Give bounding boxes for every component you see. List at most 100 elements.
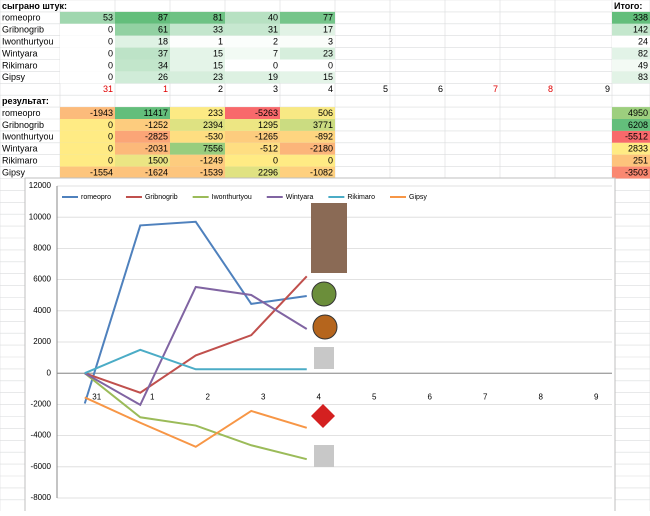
cell-value: -892	[315, 132, 333, 142]
cell-fill	[60, 47, 115, 60]
x-tick-label: 8	[539, 392, 544, 401]
series-line	[84, 275, 308, 394]
cell-value: -1265	[255, 132, 278, 142]
y-tick-label: 6000	[33, 275, 51, 284]
x-tick-label: 31	[92, 392, 101, 401]
y-tick-label: -2000	[31, 400, 52, 409]
cell-value: 0	[108, 156, 113, 166]
cell-value: 0	[328, 156, 333, 166]
cell-fill	[60, 59, 115, 72]
y-tick-label: 12000	[29, 181, 52, 190]
row-name: Rikimaro	[2, 156, 38, 166]
cell-value: 0	[273, 156, 278, 166]
cell-fill	[612, 11, 650, 24]
cell-value: 31	[268, 25, 278, 35]
cell-value: 18	[158, 37, 168, 47]
cell-fill	[170, 166, 225, 179]
cell-value: -5263	[255, 108, 278, 118]
day-label: 7	[493, 84, 498, 94]
total-value: 83	[638, 72, 648, 82]
day-label: 9	[605, 84, 610, 94]
series-line	[84, 285, 308, 407]
cell-value: 53	[103, 13, 113, 23]
total-value: 142	[633, 25, 648, 35]
avatar-round	[312, 314, 338, 340]
cell-fill	[280, 71, 335, 84]
row-name: Gipsy	[2, 72, 26, 82]
cell-value: 506	[318, 108, 333, 118]
cell-fill	[115, 47, 170, 60]
cell-value: 1500	[148, 156, 168, 166]
total-value: 4950	[628, 108, 648, 118]
legend-label: romeopro	[81, 194, 111, 201]
cell-fill	[225, 142, 280, 155]
cell-fill	[170, 142, 225, 155]
y-tick-label: 4000	[33, 306, 51, 315]
cell-value: 0	[108, 132, 113, 142]
cell-value: 233	[208, 108, 223, 118]
cell-fill	[612, 47, 650, 60]
cell-value: 23	[213, 72, 223, 82]
cell-value: 34	[158, 60, 168, 70]
cell-fill	[225, 59, 280, 72]
cell-value: 0	[108, 144, 113, 154]
cell-fill	[612, 59, 650, 72]
cell-fill	[60, 11, 115, 24]
cell-fill	[170, 11, 225, 24]
cell-value: -1252	[145, 120, 168, 130]
cell-fill	[170, 71, 225, 84]
day-label: 31	[103, 84, 113, 94]
cell-value: 77	[323, 13, 333, 23]
row-name: romeopro	[2, 13, 41, 23]
cell-fill	[612, 142, 650, 155]
cell-fill	[612, 23, 650, 36]
cell-value: -1539	[200, 167, 223, 177]
cell-value: -1249	[200, 156, 223, 166]
cell-fill	[280, 119, 335, 131]
cell-fill	[225, 23, 280, 36]
total-value: 251	[633, 156, 648, 166]
cell-value: 7	[273, 48, 278, 58]
x-tick-label: 6	[428, 392, 433, 401]
cell-value: 11417	[144, 108, 168, 118]
y-tick-label: 10000	[29, 212, 52, 221]
cell-fill	[280, 130, 335, 143]
section-title: сыграно штук:	[2, 1, 67, 11]
cell-value: 0	[108, 25, 113, 35]
total-value: 82	[638, 48, 648, 58]
row-name: Gribnogrib	[2, 120, 44, 130]
x-tick-label: 3	[261, 392, 266, 401]
x-tick-label: 5	[372, 392, 377, 401]
cell-fill	[115, 154, 170, 167]
cell-value: 2296	[258, 167, 278, 177]
series-line	[84, 372, 307, 461]
row-name: Gribnogrib	[2, 25, 44, 35]
cell-fill	[225, 154, 280, 167]
cell-fill	[115, 119, 170, 131]
cell-fill	[225, 166, 280, 179]
day-label: 3	[273, 84, 278, 94]
legend-label: Iwonthurtyou	[212, 194, 252, 201]
series-line	[84, 396, 308, 448]
cell-value: 15	[323, 72, 333, 82]
total-title: Итого:	[614, 1, 642, 11]
cell-fill	[225, 130, 280, 143]
cell-fill	[170, 119, 225, 131]
cell-fill	[115, 142, 170, 155]
cell-value: -2825	[145, 132, 168, 142]
x-tick-label: 7	[483, 392, 488, 401]
cell-value: 7556	[203, 144, 223, 154]
row-name: Rikimaro	[2, 60, 38, 70]
legend-label: Rikimaro	[347, 194, 375, 201]
cell-fill	[170, 154, 225, 167]
cell-fill	[280, 47, 335, 60]
cell-value: -512	[260, 144, 278, 154]
row-name: Gipsy	[2, 167, 26, 177]
cell-fill	[60, 71, 115, 84]
cell-fill	[280, 35, 335, 48]
cell-value: 37	[158, 48, 168, 58]
cell-fill	[612, 71, 650, 84]
cell-value: 40	[268, 13, 278, 23]
cell-value: 17	[323, 25, 333, 35]
